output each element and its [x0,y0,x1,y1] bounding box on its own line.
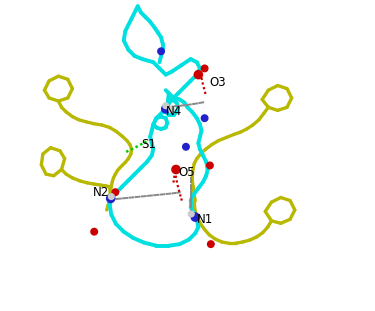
Circle shape [158,48,164,55]
Text: O3: O3 [209,76,226,89]
Circle shape [172,165,180,174]
Circle shape [201,65,208,72]
Circle shape [108,194,114,199]
Circle shape [201,115,208,122]
Circle shape [191,213,200,221]
Circle shape [183,143,189,150]
Text: N2: N2 [93,186,109,199]
Circle shape [207,162,213,169]
Circle shape [162,105,170,113]
Circle shape [207,241,214,248]
Circle shape [168,107,174,112]
Circle shape [91,228,98,235]
Text: S1: S1 [141,138,156,151]
Circle shape [112,189,118,196]
Circle shape [194,71,202,79]
Circle shape [188,211,194,217]
Circle shape [106,194,115,202]
Circle shape [163,103,169,109]
Text: O5: O5 [178,166,195,179]
Text: N4: N4 [166,105,182,118]
Text: N1: N1 [197,213,213,226]
